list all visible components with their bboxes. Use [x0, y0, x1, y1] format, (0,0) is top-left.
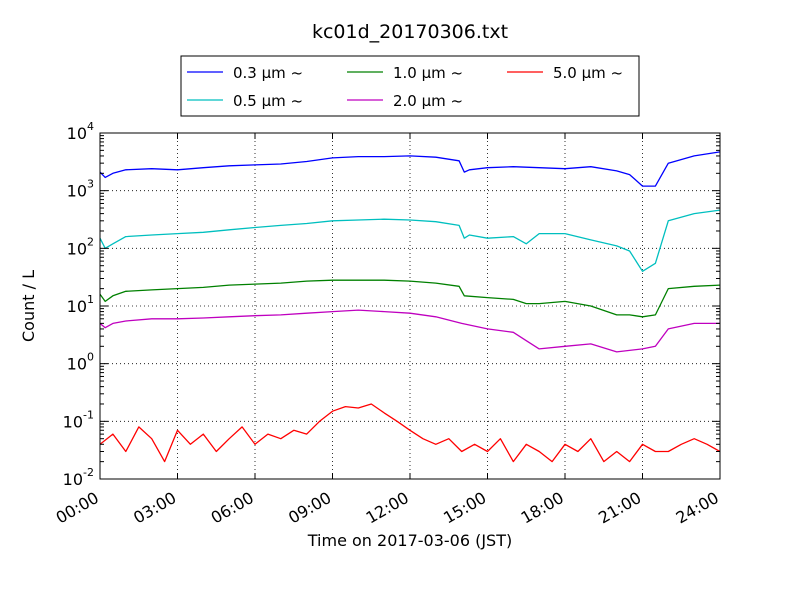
chart-title: kc01d_20170306.txt	[312, 21, 508, 43]
y-tick-label: 100	[67, 351, 94, 374]
y-tick-label: 102	[67, 235, 94, 258]
legend-label-1: 0.5 μm ~	[233, 92, 303, 110]
series-line-0	[100, 151, 720, 187]
legend-label-3: 2.0 μm ~	[393, 92, 463, 110]
y-tick-label: 104	[67, 120, 94, 143]
legend-label-4: 5.0 μm ~	[553, 64, 623, 82]
series-line-3	[100, 309, 720, 353]
series-line-2	[100, 279, 720, 318]
y-tick-label: 101	[67, 293, 94, 316]
y-axis-label: Count / L	[19, 270, 38, 342]
grid	[100, 133, 720, 479]
y-tick-label: 10-2	[63, 466, 94, 489]
series-group	[100, 151, 720, 463]
y-tick-labels: 10-2 10-1 100 101 102 103 104	[63, 120, 94, 489]
y-tick-label: 103	[67, 178, 94, 201]
y-tick-label: 10-1	[63, 408, 94, 431]
legend-frame	[180, 55, 640, 117]
legend: 0.3 μm ~ 0.5 μm ~ 1.0 μm ~ 2.0 μm ~ 5.0 μm ~	[180, 55, 640, 117]
series-line-4	[100, 403, 720, 463]
legend-label-2: 1.0 μm ~	[393, 64, 463, 82]
ticks	[99, 132, 721, 480]
x-axis-label: Time on 2017-03-06 (JST)	[307, 531, 512, 550]
series-line-1	[100, 209, 720, 272]
legend-label-0: 0.3 μm ~	[233, 64, 303, 82]
